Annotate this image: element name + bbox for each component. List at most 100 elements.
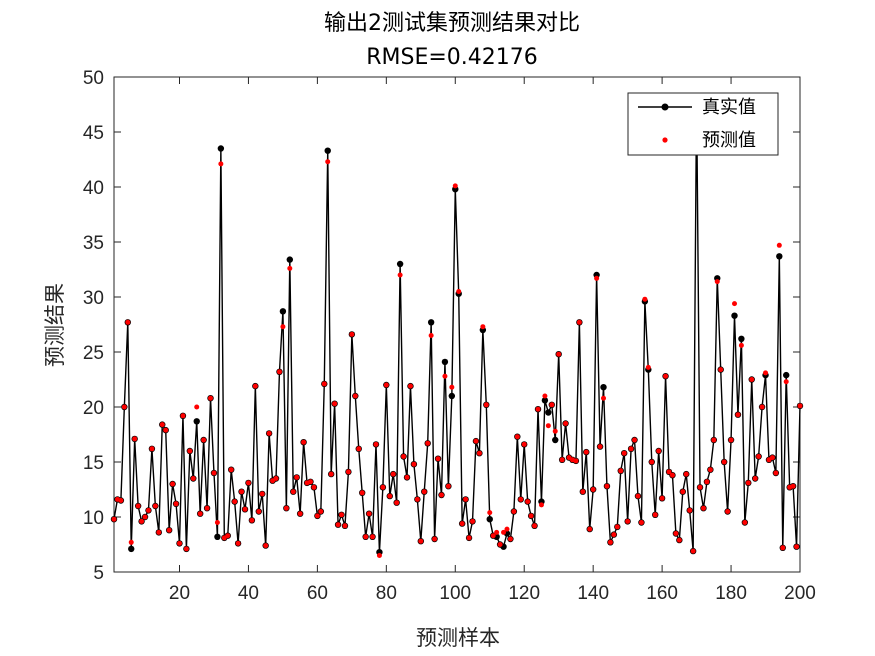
predicted-value-point xyxy=(435,456,441,462)
predicted-value-point xyxy=(407,383,413,389)
predicted-value-point xyxy=(728,437,734,443)
y-tick-label: 10 xyxy=(83,508,104,529)
predicted-value-point xyxy=(601,395,607,401)
predicted-value-point xyxy=(494,529,500,535)
predicted-value-point xyxy=(173,501,179,507)
predicted-value-point xyxy=(794,544,800,550)
predicted-value-point xyxy=(187,448,193,454)
predicted-value-point xyxy=(232,499,238,505)
predicted-value-point xyxy=(190,476,196,481)
predicted-value-point xyxy=(170,481,176,487)
predicted-value-point xyxy=(280,324,286,330)
predicted-value-point xyxy=(380,484,386,490)
predicted-value-point xyxy=(349,331,355,337)
predicted-value-point xyxy=(563,421,569,426)
predicted-value-point xyxy=(290,489,296,495)
predicted-value-point xyxy=(197,511,203,517)
predicted-value-point xyxy=(259,491,265,497)
predicted-value-point xyxy=(266,430,272,436)
predicted-value-point xyxy=(163,427,169,433)
y-tick-label: 5 xyxy=(93,563,104,584)
true-value-point xyxy=(441,358,449,366)
predicted-value-point xyxy=(490,533,496,539)
predicted-value-point xyxy=(590,487,596,492)
predicted-value-point xyxy=(445,483,451,489)
predicted-value-point xyxy=(139,518,145,524)
predicted-value-point xyxy=(659,495,665,501)
predicted-value-point xyxy=(311,484,317,490)
predicted-value-point xyxy=(745,480,751,486)
y-tick-label: 45 xyxy=(83,123,104,144)
predicted-value-point xyxy=(697,484,703,490)
predicted-value-point xyxy=(318,509,324,514)
legend-label-pred: 预测值 xyxy=(702,130,756,151)
predicted-value-point xyxy=(666,469,672,475)
predicted-value-point xyxy=(383,382,389,388)
predicted-value-point xyxy=(218,161,224,167)
predicted-value-point xyxy=(466,535,472,541)
predicted-value-point xyxy=(214,520,220,525)
chart-subtitle: RMSE=0.42176 xyxy=(366,45,538,70)
predicted-value-point xyxy=(521,441,527,447)
predicted-value-point xyxy=(621,450,627,456)
predicted-value-point xyxy=(297,511,303,517)
predicted-value-point xyxy=(700,505,706,511)
predicted-value-point xyxy=(228,467,234,473)
predicted-value-point xyxy=(759,404,765,410)
predicted-value-point xyxy=(480,324,486,330)
true-value-point xyxy=(541,397,549,404)
predicted-value-point xyxy=(680,489,686,495)
predicted-value-point xyxy=(225,533,231,539)
predicted-value-point xyxy=(607,539,613,545)
predicted-value-point xyxy=(618,468,624,474)
predicted-value-point xyxy=(769,455,775,461)
predicted-value-point xyxy=(111,516,117,522)
legend-marker-pred xyxy=(662,137,668,143)
predicted-value-point xyxy=(742,520,748,525)
true-value-point xyxy=(193,418,200,425)
predicted-value-point xyxy=(283,505,289,511)
y-axis-label: 预测结果 xyxy=(43,283,67,367)
predicted-value-point xyxy=(356,446,362,452)
true-value-point xyxy=(214,533,221,540)
predicted-value-point xyxy=(545,423,551,429)
predicted-value-point xyxy=(345,469,351,475)
predicted-value-point xyxy=(335,522,341,528)
predicted-value-point xyxy=(239,489,245,495)
predicted-value-point xyxy=(614,524,620,530)
predicted-value-point xyxy=(325,159,331,165)
predicted-value-point xyxy=(204,505,210,511)
predicted-value-point xyxy=(273,476,279,481)
predicted-value-point xyxy=(339,512,345,518)
predicted-value-point xyxy=(663,373,669,379)
true-value-point xyxy=(776,253,783,260)
x-tick-label: 40 xyxy=(238,583,259,604)
true-value-point xyxy=(738,335,745,342)
predicted-value-point xyxy=(583,449,589,455)
predicted-value-point xyxy=(638,520,644,525)
x-axis-label: 预测样本 xyxy=(416,626,500,650)
predicted-value-point xyxy=(208,395,214,401)
true-value-point xyxy=(396,260,404,268)
predicted-value-point xyxy=(176,540,182,546)
predicted-value-point xyxy=(359,490,365,496)
true-value-point xyxy=(324,147,331,154)
legend-box xyxy=(627,92,779,156)
true-value-point xyxy=(128,545,135,553)
predicted-value-point xyxy=(773,470,779,476)
predicted-value-point xyxy=(211,470,217,476)
predicted-value-point xyxy=(301,439,307,445)
predicted-value-point xyxy=(790,483,796,489)
predicted-value-point xyxy=(152,503,158,509)
predicted-value-point xyxy=(118,498,124,503)
predicted-value-point xyxy=(180,413,186,419)
true-value-point xyxy=(286,256,294,263)
predicted-value-point xyxy=(401,454,407,459)
predicted-value-point xyxy=(632,437,638,443)
predicted-value-point xyxy=(425,440,431,446)
predicted-value-point xyxy=(711,437,717,443)
predicted-value-point xyxy=(652,512,658,518)
predicted-value-point xyxy=(528,513,534,519)
predicted-value-point xyxy=(418,538,424,544)
predicted-value-point xyxy=(576,319,582,325)
